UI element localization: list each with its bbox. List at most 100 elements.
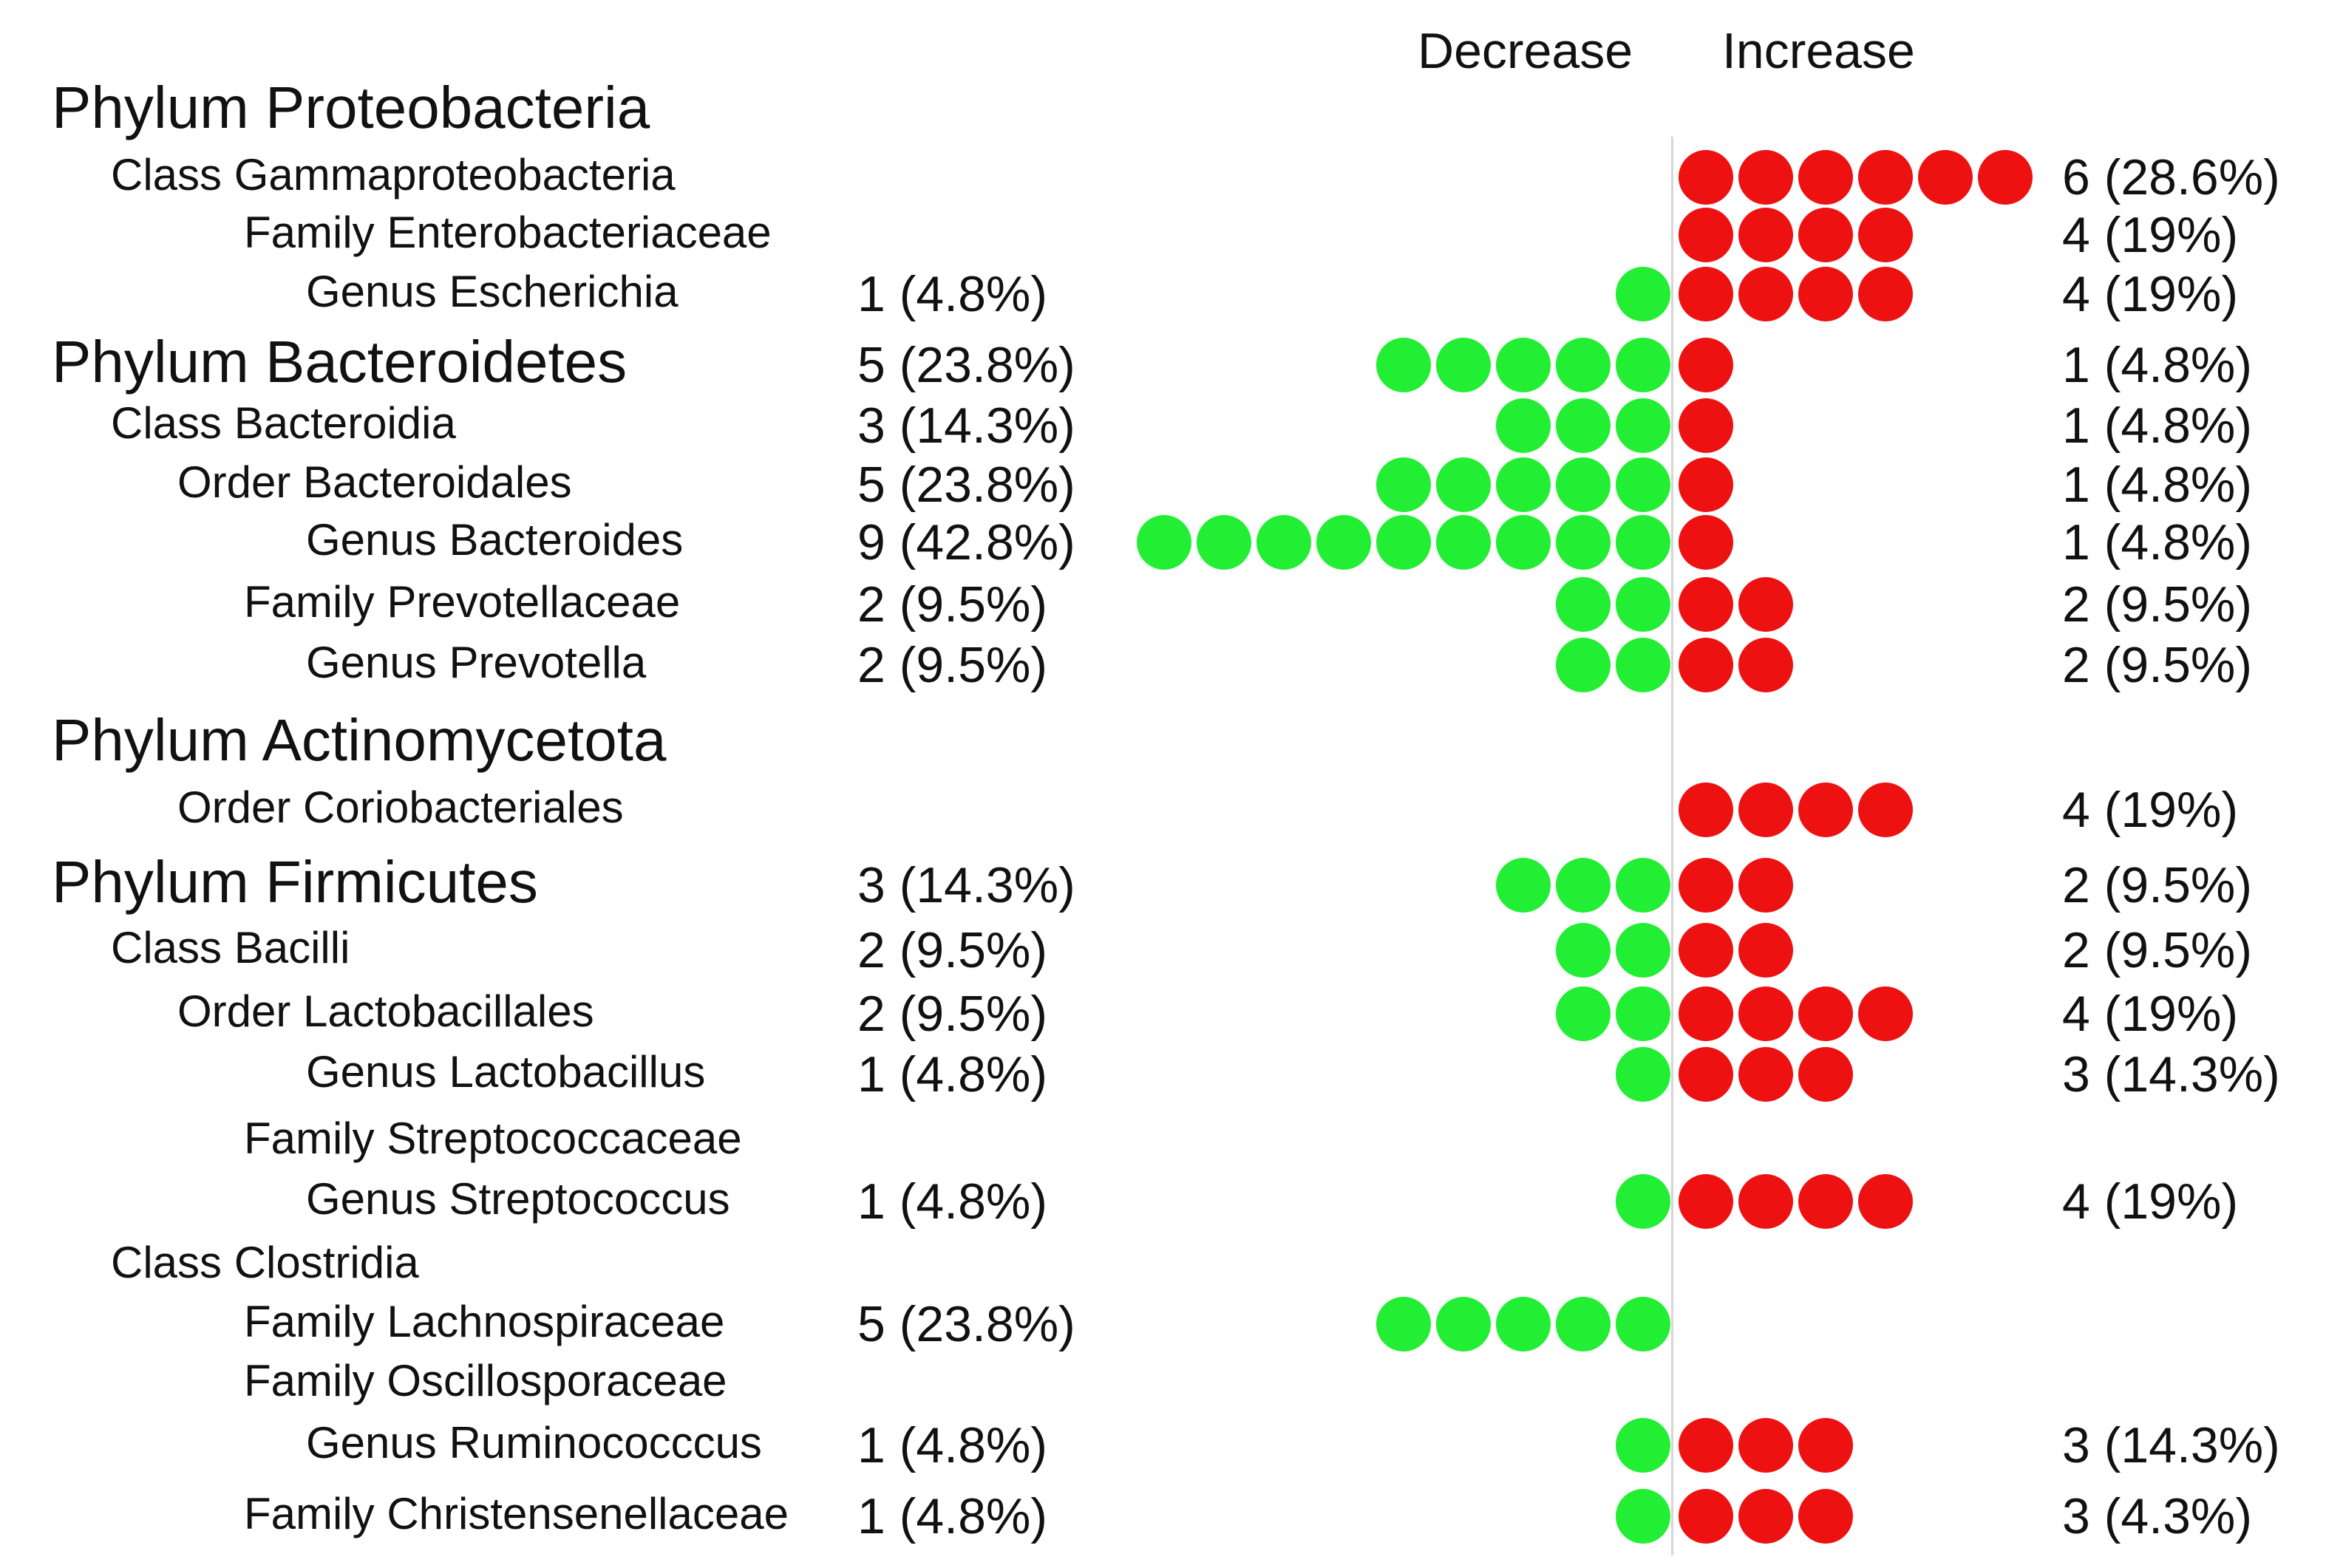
increase-dot [1679,577,1733,632]
increase-dot [1679,1174,1733,1229]
taxon-label: Genus Prevotella [306,638,647,687]
taxon-label: Order Lactobacillales [177,986,594,1036]
decrease-dot [1496,515,1551,570]
increase-dot [1858,783,1913,837]
increase-dot [1798,208,1853,262]
decrease-dot [1436,457,1491,512]
increase-count-label: 1 (4.8%) [2062,337,2252,393]
increase-dot [1679,638,1733,692]
decrease-dot [1616,1174,1670,1229]
increase-dot [1679,783,1733,837]
increase-dot [1798,783,1853,837]
taxon-label: Class Gammaproteobacteria [111,150,676,200]
increase-count-label: 3 (4.3%) [2062,1488,2252,1544]
decrease-dot [1256,515,1311,570]
decrease-dot [1556,858,1611,913]
increase-count-label: 3 (14.3%) [2062,1046,2280,1102]
increase-dot [1738,1174,1793,1229]
increase-dot [1858,267,1913,321]
decrease-dot [1376,515,1431,570]
decrease-dot [1556,923,1611,978]
decrease-dot [1316,515,1371,570]
decrease-dot [1556,515,1611,570]
increase-dot [1679,457,1733,512]
increase-dot [1798,1047,1853,1102]
increase-dot [1738,1489,1793,1544]
decrease-dot [1556,577,1611,632]
decrease-dot [1436,1297,1491,1351]
increase-count-label: 4 (19%) [2062,986,2239,1042]
increase-dot [1978,150,2033,205]
center-axis-line [1671,137,1673,1555]
decrease-dot [1616,1418,1670,1473]
increase-dot [1679,267,1733,321]
increase-dot [1798,1174,1853,1229]
taxon-label: Genus Escherichia [306,267,679,316]
increase-dot [1738,150,1793,205]
taxon-label: Class Clostridia [111,1238,419,1287]
decrease-dot [1616,1489,1670,1544]
decrease-count-label: 3 (14.3%) [857,857,1075,913]
decrease-count-label: 9 (42.8%) [857,514,1075,570]
taxon-label: Genus Streptococcus [306,1174,730,1224]
decrease-count-label: 2 (9.5%) [857,576,1047,633]
increase-dot [1679,1489,1733,1544]
decrease-count-label: 2 (9.5%) [857,637,1047,693]
taxon-label: Family Streptococcaceae [244,1114,742,1163]
decrease-count-label: 1 (4.8%) [857,1046,1047,1102]
increase-dot [1798,986,1853,1041]
decrease-dot [1436,338,1491,392]
decrease-dot [1496,338,1551,392]
increase-dot [1738,208,1793,262]
decrease-dot [1197,515,1251,570]
increase-dot [1798,1418,1853,1473]
increase-dot [1858,208,1913,262]
taxon-label: Family Oscillosporaceae [244,1356,727,1405]
decrease-dot [1556,638,1611,692]
decrease-count-label: 5 (23.8%) [857,457,1075,513]
decrease-dot [1616,267,1670,321]
taxon-label: Genus Ruminococccus [306,1418,762,1468]
increase-dot [1738,923,1793,978]
increase-dot [1679,923,1733,978]
taxon-label: Phylum Actinomycetota [52,707,667,773]
decrease-dot [1616,1297,1670,1351]
decrease-dot [1376,1297,1431,1351]
decrease-count-label: 5 (23.8%) [857,337,1075,393]
increase-dot [1679,398,1733,453]
increase-dot [1738,858,1793,913]
increase-count-label: 2 (9.5%) [2062,922,2252,978]
taxon-label: Class Bacteroidia [111,398,456,448]
increase-dot [1858,150,1913,205]
increase-dot [1679,515,1733,570]
increase-dot [1679,1047,1733,1102]
increase-count-label: 4 (19%) [2062,1173,2239,1230]
increase-dot [1738,783,1793,837]
increase-dot [1738,1418,1793,1473]
decrease-count-label: 1 (4.8%) [857,1417,1047,1473]
increase-count-label: 2 (9.5%) [2062,857,2252,913]
increase-dot [1738,986,1793,1041]
decrease-dot [1556,986,1611,1041]
decrease-count-label: 2 (9.5%) [857,922,1047,978]
taxon-label: Phylum Bacteroidetes [52,329,628,395]
taxon-label: Family Enterobacteriaceae [244,208,772,257]
decrease-dot [1616,577,1670,632]
increase-dot [1738,577,1793,632]
decrease-header: Decrease [1418,23,1633,79]
decrease-count-label: 2 (9.5%) [857,986,1047,1042]
taxon-label: Phylum Firmicutes [52,849,538,915]
decrease-dot [1616,858,1670,913]
decrease-dot [1436,515,1491,570]
taxon-label: Class Bacilli [111,923,350,972]
increase-count-label: 2 (9.5%) [2062,576,2252,633]
taxon-label: Family Prevotellaceae [244,577,681,627]
decrease-dot [1556,1297,1611,1351]
increase-dot [1738,267,1793,321]
increase-dot [1918,150,1973,205]
increase-header: Increase [1722,23,1915,79]
decrease-dot [1376,457,1431,512]
decrease-dot [1376,338,1431,392]
decrease-dot [1496,858,1551,913]
increase-dot [1798,150,1853,205]
